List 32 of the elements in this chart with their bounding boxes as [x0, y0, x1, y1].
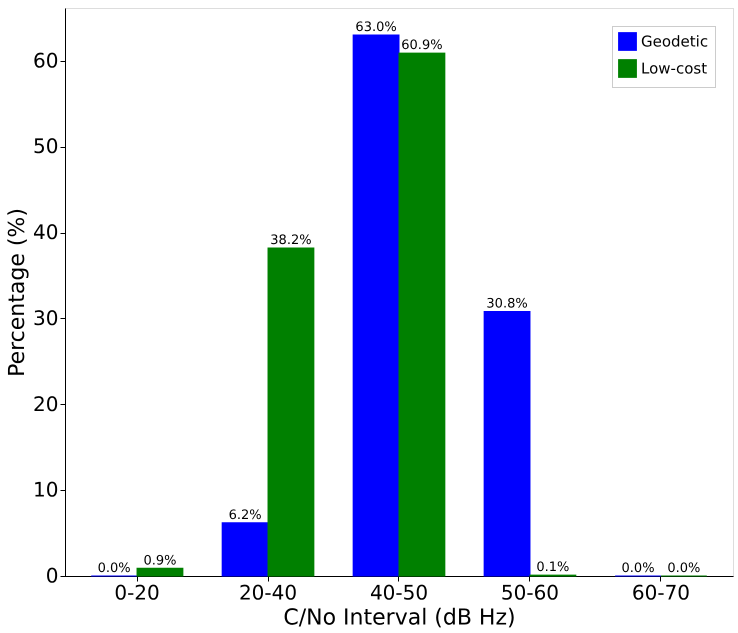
y-tick-label: 30 [33, 306, 58, 330]
data-label: 0.0% [622, 561, 655, 576]
y-tick-label: 60 [33, 48, 58, 72]
x-tick-label: 50-60 [500, 580, 560, 604]
data-label: 0.1% [536, 560, 570, 576]
x-axis-title: C/No Interval (dB Hz) [283, 606, 516, 630]
data-label: 30.8% [486, 296, 528, 312]
data-label: 0.9% [143, 553, 176, 568]
y-tick-label: 10 [33, 478, 58, 502]
y-axis-title: Percentage (%) [5, 208, 30, 377]
y-tick-label: 50 [33, 134, 58, 158]
data-label: 0.0% [667, 561, 700, 576]
bar [398, 52, 446, 576]
data-label: 6.2% [228, 508, 262, 523]
y-tick-label: 20 [33, 392, 58, 416]
data-label: 38.2% [270, 232, 312, 248]
legend-label: Geodetic [641, 32, 708, 50]
x-tick-label: 60-70 [632, 580, 690, 604]
x-tick-label: 40-50 [370, 580, 428, 604]
bar [352, 34, 400, 576]
y-tick-label: 40 [33, 220, 58, 244]
bar [222, 522, 269, 576]
data-label: 0.0% [98, 561, 131, 576]
bar [268, 247, 314, 576]
data-label: 63.0% [355, 20, 397, 36]
bar [136, 568, 184, 576]
bar [484, 311, 530, 576]
x-tick-label: 20-40 [238, 580, 298, 604]
data-label: 60.9% [401, 38, 443, 54]
y-tick-label: 0 [46, 564, 58, 588]
x-tick-label: 0-20 [114, 580, 160, 604]
legend-label: Low-cost [641, 60, 708, 78]
